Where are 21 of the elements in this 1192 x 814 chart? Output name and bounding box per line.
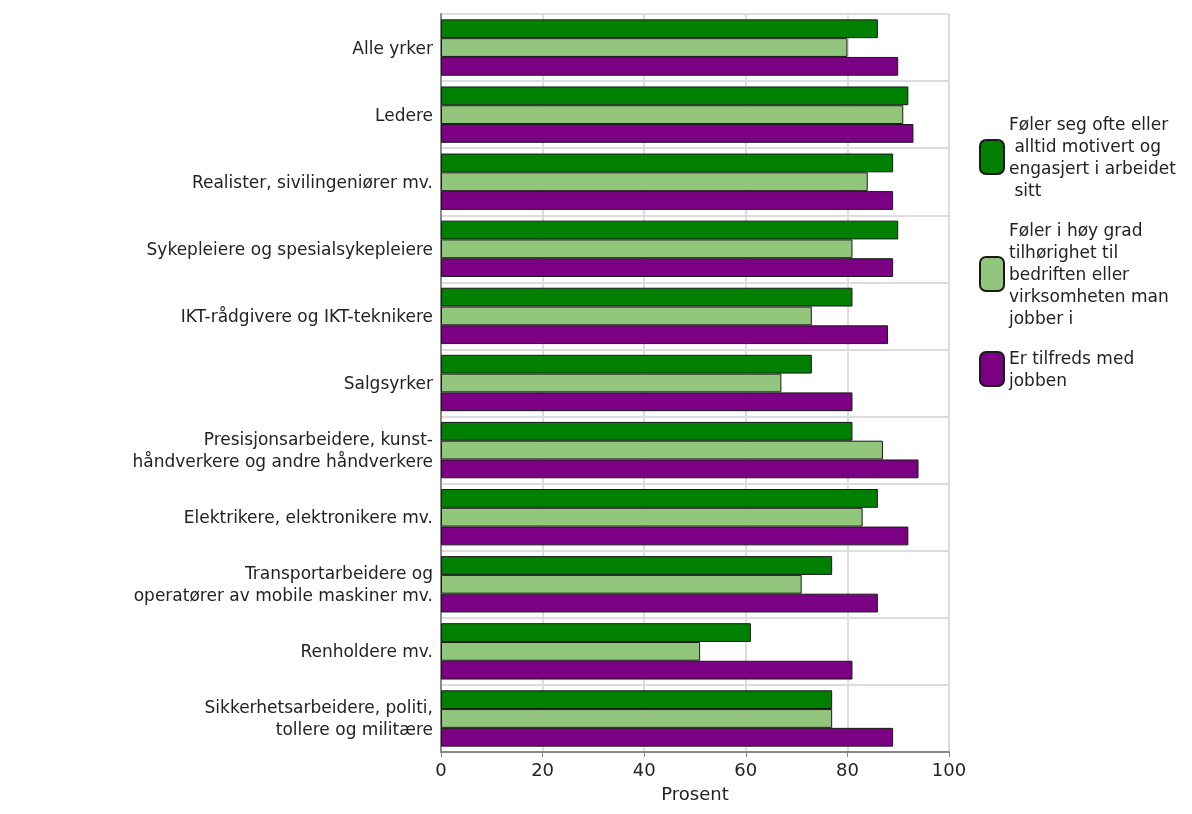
x-tick-label: 20 bbox=[531, 758, 555, 780]
y-tick-label: Presisjonsarbeidere, kunst- håndverkere og andre håndverkere bbox=[132, 429, 433, 472]
legend-label: Føler i høy grad tilhørighet til bedriften eller virksomheten man jobber i bbox=[1008, 220, 1175, 328]
y-tick-label: Transportarbeidere og operatører av mobile maskiner mv. bbox=[133, 563, 433, 606]
x-axis-title: Prosent bbox=[661, 782, 729, 804]
y-tick-label: Elektrikere, elektronikere mv. bbox=[183, 507, 433, 528]
x-tick-label: 100 bbox=[931, 758, 967, 780]
y-tick-label: Renholdere mv. bbox=[300, 641, 433, 662]
y-tick-label: Sykepleiere og spesialsykepleiere bbox=[146, 238, 433, 259]
x-tick-label: 0 bbox=[435, 758, 447, 780]
x-tick-label: 80 bbox=[835, 758, 859, 780]
y-tick-label: Realister, sivilingeniører mv. bbox=[191, 171, 433, 192]
legend-label: Er tilfreds med jobben bbox=[1008, 348, 1140, 390]
y-tick-label: Salgsyrker bbox=[343, 373, 433, 393]
y-tick-label: IKT-rådgivere og IKT-teknikere bbox=[180, 305, 433, 326]
x-tick-label: 60 bbox=[734, 758, 758, 780]
y-tick-label: Ledere bbox=[375, 104, 433, 125]
y-tick-label: Alle yrker bbox=[352, 37, 433, 58]
y-tick-label: Sikkerhetsarbeidere, politi, tollere og militære bbox=[204, 697, 433, 740]
x-tick-label: 40 bbox=[632, 758, 656, 780]
legend-label: Føler seg ofte eller alltid motivert og engasjert i arbeidet sitt bbox=[1009, 114, 1177, 200]
